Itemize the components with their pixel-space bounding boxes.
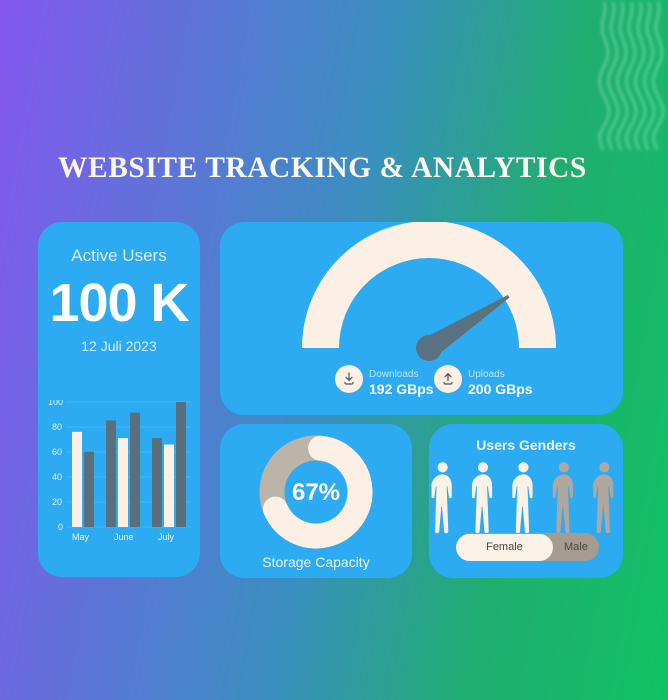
svg-text:May: May: [72, 532, 90, 542]
svg-text:60: 60: [52, 447, 62, 457]
svg-text:20: 20: [52, 497, 62, 507]
svg-text:0: 0: [58, 522, 63, 532]
svg-text:June: June: [114, 532, 134, 542]
svg-text:80: 80: [52, 422, 62, 432]
svg-text:July: July: [158, 532, 175, 542]
svg-text:40: 40: [52, 472, 62, 482]
svg-text:100: 100: [48, 400, 63, 407]
